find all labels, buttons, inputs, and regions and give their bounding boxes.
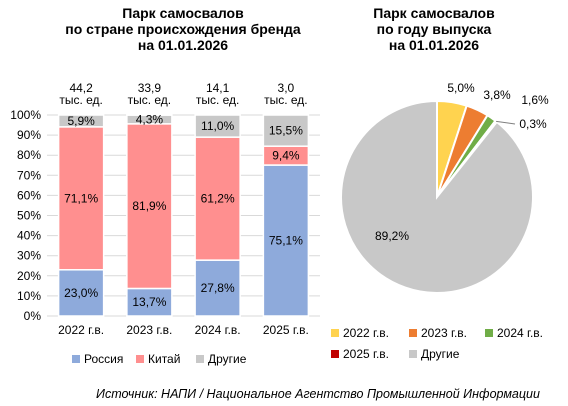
legend-swatch <box>136 355 144 363</box>
y-tick-label: 100% <box>10 108 41 122</box>
bar-data-label: 81,9% <box>132 199 166 213</box>
x-category-label: 2024 г.в. <box>195 323 241 337</box>
legend-label: 2024 г.в. <box>497 326 543 340</box>
bar-y-axis: 0% 10% 20% 30% 40% 50% 60% 70% 80% 90% 100% <box>10 108 41 323</box>
bar-segment <box>57 269 105 317</box>
bar-segment <box>194 259 241 317</box>
legend-label: Россия <box>84 352 123 366</box>
bar-segment <box>194 136 241 261</box>
y-tick-label: 30% <box>17 249 41 263</box>
bar-legend: Россия Китай Другие <box>72 352 247 366</box>
bar-total-label: 3,0 <box>278 81 295 95</box>
legend-label: Китай <box>148 352 180 366</box>
legend-label: 2022 г.в. <box>343 326 389 340</box>
bar-title-line: Парк самосвалов <box>122 5 244 21</box>
legend-swatch <box>409 329 417 337</box>
x-category-label: 2022 г.в. <box>58 323 104 337</box>
pie-title-line: по году выпуска <box>377 21 492 37</box>
legend-item: Россия <box>72 352 123 366</box>
legend-label: 2025 г.в. <box>343 347 389 361</box>
source-note: Источник: НАПИ / Национальное Агентство … <box>96 387 540 401</box>
bar-segment <box>126 123 173 290</box>
bar-total-label: тыс. ед. <box>264 93 308 107</box>
bar-segment <box>126 114 173 125</box>
y-tick-label: 40% <box>17 229 41 243</box>
pie-data-labels: 5,0% 3,8% 1,6% 0,3% 89,2% <box>375 81 549 243</box>
y-tick-label: 90% <box>17 128 41 142</box>
legend-swatch <box>409 350 417 358</box>
legend-item: Другие <box>196 352 247 366</box>
bar-data-label: 61,2% <box>201 192 235 206</box>
bar-data-label: 13,7% <box>132 295 166 309</box>
pie-title-line: на 01.01.2026 <box>389 37 479 53</box>
bar-data-label: 11,0% <box>201 119 234 133</box>
bar-total-label: 14,1 <box>206 81 230 95</box>
legend-item: Другие <box>409 347 460 361</box>
bar-total-label: тыс. ед. <box>59 93 103 107</box>
legend-swatch <box>485 329 493 337</box>
bar-total-label: 44,2 <box>69 81 93 95</box>
bar-segment <box>57 126 105 271</box>
bar-total-label: 33,9 <box>138 81 162 95</box>
bar-data-label: 15,5% <box>269 124 303 138</box>
bar-data-label: 71,1% <box>64 191 98 205</box>
pie-data-label: 5,0% <box>447 81 475 95</box>
bar-segment <box>262 164 310 317</box>
y-tick-label: 70% <box>17 168 41 182</box>
y-tick-label: 80% <box>17 148 41 162</box>
legend-label: 2023 г.в. <box>421 326 467 340</box>
pie-slice <box>340 99 534 294</box>
legend-swatch <box>72 355 80 363</box>
legend-item: 2023 г.в. <box>409 326 467 340</box>
bar-data-label: 75,1% <box>269 234 303 248</box>
x-category-label: 2023 г.в. <box>126 323 172 337</box>
y-tick-label: 50% <box>17 209 41 223</box>
y-tick-label: 20% <box>17 269 41 283</box>
bar-total-label: тыс. ед. <box>196 93 240 107</box>
bar-segment <box>262 114 310 147</box>
bar-title-line: на 01.01.2026 <box>138 37 228 53</box>
bar-data-label: 4,3% <box>136 113 164 127</box>
pie-leader-line <box>496 120 516 125</box>
y-tick-label: 0% <box>24 309 42 323</box>
legend-label: Другие <box>208 352 247 366</box>
bar-segment <box>194 114 241 138</box>
bar-segments <box>57 114 310 317</box>
pie-title-line: Парк самосвалов <box>373 5 495 21</box>
pie-data-label: 1,6% <box>521 93 549 107</box>
bar-segment <box>57 114 105 128</box>
pie-data-label: 0,3% <box>519 117 547 131</box>
legend-item: 2024 г.в. <box>485 326 543 340</box>
x-category-label: 2025 г.в. <box>263 323 309 337</box>
legend-swatch <box>196 355 204 363</box>
legend-item: 2025 г.в. <box>331 347 389 361</box>
bar-segment <box>126 287 173 317</box>
bar-data-label: 9,4% <box>272 149 300 163</box>
y-tick-label: 60% <box>17 188 41 202</box>
bar-data-labels: 23,0% 71,1% 5,9% 13,7% 81,9% 4,3% 27,8% 61,2% 11… <box>64 113 303 310</box>
bar-total-label: тыс. ед. <box>128 93 172 107</box>
bar-data-label: 23,0% <box>64 286 98 300</box>
pie-data-label: 3,8% <box>483 88 511 102</box>
pie-legend: 2022 г.в. 2023 г.в. 2024 г.в. 2025 г.в. Друг… <box>331 326 543 361</box>
legend-swatch <box>331 329 339 337</box>
pie-data-label: 89,2% <box>375 229 409 243</box>
bar-data-label: 27,8% <box>201 281 235 295</box>
legend-label: Другие <box>421 347 460 361</box>
bar-x-axis: 2022 г.в. 2023 г.в. 2024 г.в. 2025 г.в. <box>58 323 309 337</box>
bar-data-label: 5,9% <box>67 114 95 128</box>
legend-item: Китай <box>136 352 180 366</box>
pie-slices <box>340 99 534 294</box>
y-tick-label: 10% <box>17 289 41 303</box>
legend-swatch <box>331 350 339 358</box>
bar-title-line: по стране происхождения бренда <box>65 21 301 37</box>
legend-item: 2022 г.в. <box>331 326 389 340</box>
